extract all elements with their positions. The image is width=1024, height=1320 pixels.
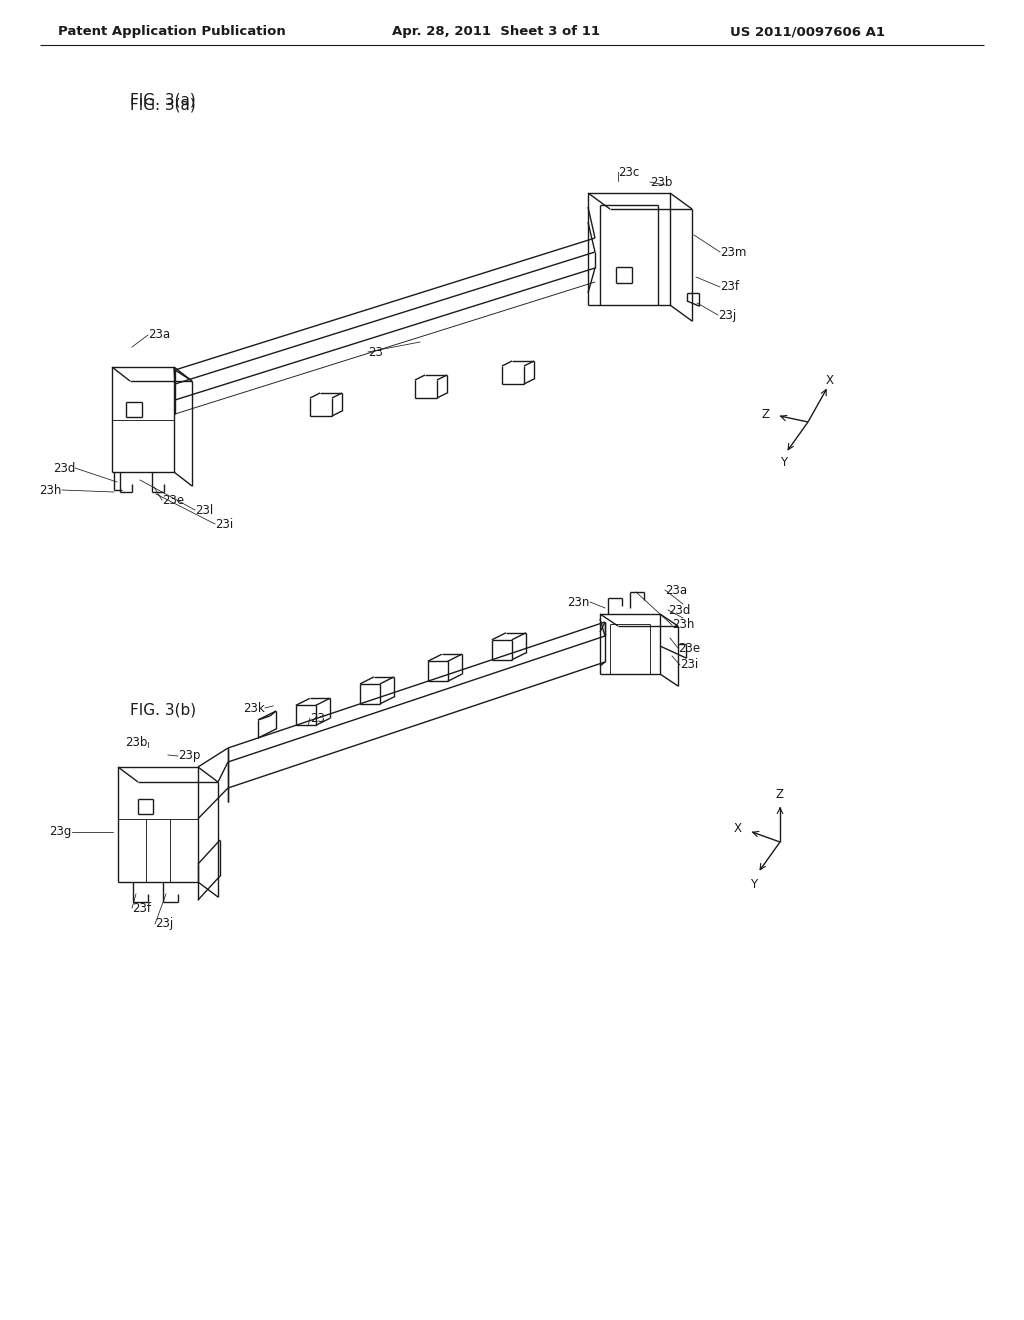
Text: Z: Z [762,408,770,421]
Text: 23f: 23f [720,281,739,293]
Text: 23f: 23f [132,902,151,915]
Text: Y: Y [751,878,758,891]
Text: 23h: 23h [40,483,62,496]
Text: 23e: 23e [162,494,184,507]
Text: 23h: 23h [672,619,694,631]
Text: 23p: 23p [178,750,201,763]
Text: 23m: 23m [720,246,746,259]
Text: 23g: 23g [49,825,72,838]
Text: Z: Z [776,788,784,800]
Text: 23e: 23e [678,642,700,655]
Text: 23b: 23b [650,176,673,189]
Text: Apr. 28, 2011  Sheet 3 of 11: Apr. 28, 2011 Sheet 3 of 11 [392,25,600,38]
Text: 23j: 23j [155,917,173,931]
Text: 23: 23 [310,711,325,725]
Text: US 2011/0097606 A1: US 2011/0097606 A1 [730,25,885,38]
Text: 23k: 23k [244,701,265,714]
Text: 23d: 23d [52,462,75,474]
Text: Y: Y [780,455,787,469]
Text: 23i: 23i [680,659,698,672]
Text: X: X [826,374,834,387]
Text: X: X [734,821,742,834]
Text: 23b: 23b [126,735,148,748]
Text: 23a: 23a [148,329,170,342]
Text: 23d: 23d [668,603,690,616]
Text: FIG. 3(b): FIG. 3(b) [130,702,197,718]
Text: 23l: 23l [195,503,213,516]
Text: 23: 23 [368,346,383,359]
Text: 23i: 23i [215,517,233,531]
Text: 23j: 23j [718,309,736,322]
Text: 23a: 23a [665,583,687,597]
Text: 23c: 23c [618,165,639,178]
Text: FIG. 3(a): FIG. 3(a) [130,92,196,107]
Text: FIG. 3(a): FIG. 3(a) [130,98,196,112]
Text: 23n: 23n [567,595,590,609]
Text: Patent Application Publication: Patent Application Publication [58,25,286,38]
